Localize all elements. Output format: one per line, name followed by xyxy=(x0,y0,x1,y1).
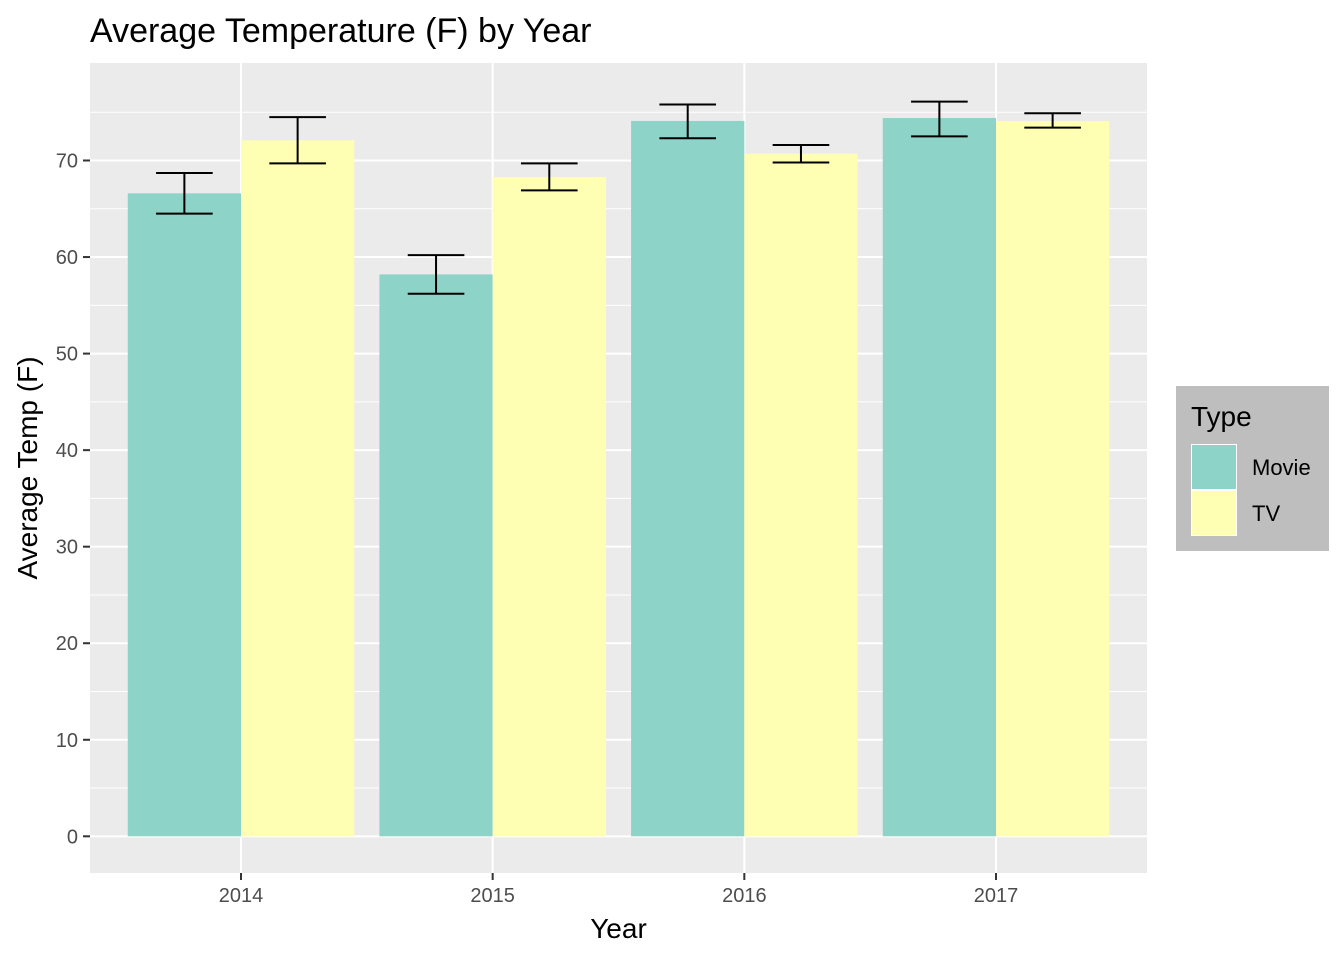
error-bar-movie-2015 xyxy=(407,254,465,295)
chart-title: Average Temperature (F) by Year xyxy=(90,12,591,50)
error-bar-movie-2014 xyxy=(156,172,213,215)
legend-swatch xyxy=(1192,491,1236,535)
error-bars xyxy=(156,100,1081,295)
x-tick-label: 2016 xyxy=(722,885,767,907)
bar-movie-2016 xyxy=(631,120,745,837)
y-tick-label: 60 xyxy=(56,247,78,269)
legend-swatch xyxy=(1192,445,1236,489)
error-bar-movie-2016 xyxy=(659,103,717,140)
bar-tv-2014 xyxy=(241,140,355,837)
error-bar-tv-2014 xyxy=(269,116,326,165)
legend-item-movie: Movie xyxy=(1191,444,1311,490)
bar-movie-2017 xyxy=(882,118,996,837)
x-tick-label: 2017 xyxy=(974,885,1019,907)
bar-tv-2016 xyxy=(744,153,858,837)
x-axis-title: Year xyxy=(590,913,647,944)
y-tick-label: 50 xyxy=(56,344,78,366)
legend-title: Type xyxy=(1191,401,1252,432)
y-axis-title: Average Temp (F) xyxy=(12,356,43,579)
bar-movie-2015 xyxy=(379,274,493,837)
y-axis: 0 10 20 30 40 50 60 70 xyxy=(56,151,90,848)
x-tick-label: 2015 xyxy=(470,885,515,907)
x-axis: 2014 2015 2016 2017 xyxy=(219,873,1019,907)
y-tick-label: 20 xyxy=(56,633,78,655)
bar-tv-2015 xyxy=(492,176,606,837)
x-tick-label: 2014 xyxy=(219,885,264,907)
error-bar-tv-2017 xyxy=(1024,112,1081,129)
legend: Type Movie TV xyxy=(1176,386,1329,551)
y-tick-label: 40 xyxy=(56,440,78,462)
error-bar-tv-2016 xyxy=(772,144,830,164)
legend-label: TV xyxy=(1252,501,1280,526)
y-tick-label: 70 xyxy=(56,151,78,173)
y-tick-label: 0 xyxy=(67,826,78,848)
bar-movie-2014 xyxy=(127,193,241,837)
y-tick-label: 30 xyxy=(56,537,78,559)
bar-tv-2017 xyxy=(996,120,1110,837)
legend-item-tv: TV xyxy=(1191,490,1280,536)
legend-items: Movie TV xyxy=(1191,444,1311,536)
bars xyxy=(127,118,1110,837)
y-tick-label: 10 xyxy=(56,730,78,752)
error-bar-tv-2015 xyxy=(520,162,578,192)
legend-label: Movie xyxy=(1252,455,1311,480)
error-bar-movie-2017 xyxy=(911,100,968,138)
